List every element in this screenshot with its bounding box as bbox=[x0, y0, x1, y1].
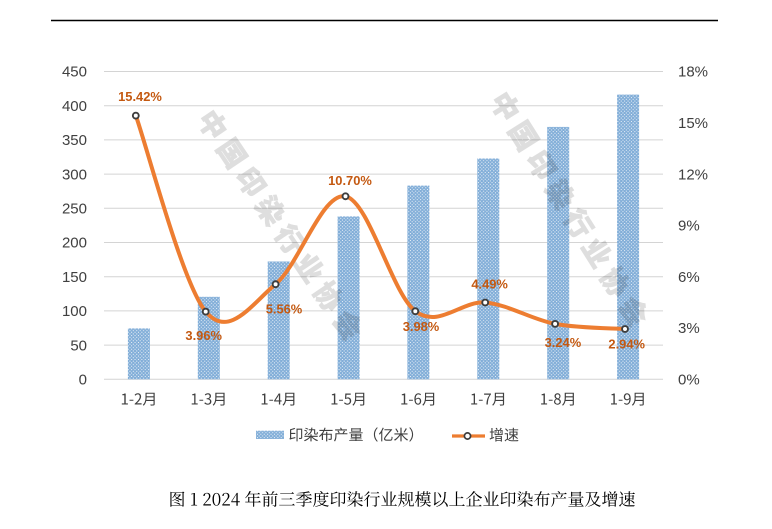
svg-text:3%: 3% bbox=[678, 320, 700, 337]
svg-text:18%: 18% bbox=[678, 64, 708, 81]
svg-text:150: 150 bbox=[62, 269, 87, 286]
svg-text:0%: 0% bbox=[678, 372, 700, 389]
svg-text:3.24%: 3.24% bbox=[545, 335, 582, 350]
svg-text:300: 300 bbox=[62, 166, 87, 183]
svg-text:100: 100 bbox=[62, 303, 87, 320]
svg-text:6%: 6% bbox=[678, 269, 700, 286]
svg-text:250: 250 bbox=[62, 201, 87, 218]
svg-text:15%: 15% bbox=[678, 115, 708, 132]
svg-text:2.94%: 2.94% bbox=[608, 337, 645, 352]
svg-text:0: 0 bbox=[79, 372, 87, 389]
svg-text:4.49%: 4.49% bbox=[471, 277, 508, 292]
svg-text:9%: 9% bbox=[678, 218, 700, 235]
svg-text:3.96%: 3.96% bbox=[185, 328, 222, 343]
svg-text:450: 450 bbox=[62, 64, 87, 81]
svg-text:15.42%: 15.42% bbox=[118, 89, 162, 104]
svg-text:12%: 12% bbox=[678, 166, 708, 183]
svg-text:10.70%: 10.70% bbox=[328, 173, 372, 188]
svg-text:50: 50 bbox=[70, 337, 87, 354]
svg-text:200: 200 bbox=[62, 235, 87, 252]
svg-text:350: 350 bbox=[62, 132, 87, 149]
svg-text:5.56%: 5.56% bbox=[266, 302, 303, 317]
svg-text:400: 400 bbox=[62, 98, 87, 115]
svg-text:3.98%: 3.98% bbox=[403, 319, 440, 334]
